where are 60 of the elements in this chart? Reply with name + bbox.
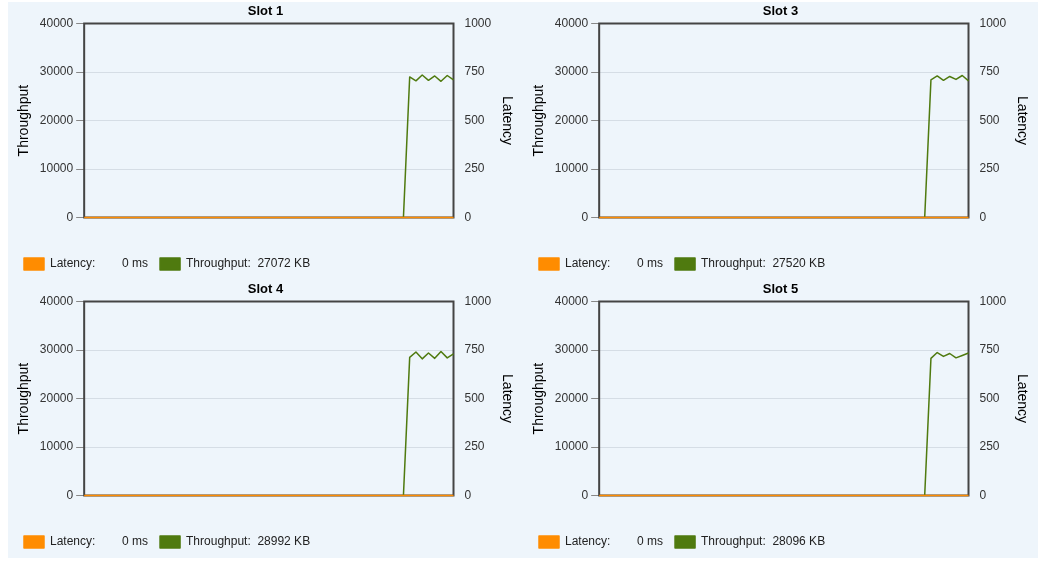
chart-title: Slot 5: [762, 281, 799, 297]
legend-label: Latency: 0 ms: [50, 256, 149, 271]
y2-axis-title: Latency: [1014, 96, 1031, 146]
y2-tick-label: 500: [464, 112, 485, 127]
y-tick-label: 40000: [554, 293, 589, 308]
y-tick-label: 20000: [554, 112, 589, 127]
y-tick-label: 30000: [554, 64, 589, 79]
y-tick-label: 0: [581, 487, 589, 502]
y-tick-label: 40000: [39, 15, 74, 30]
y2-tick-label: 1000: [979, 15, 1007, 30]
legend-label: Throughput: 28992 KB: [186, 534, 311, 549]
chart-title: Slot 4: [247, 281, 284, 297]
y2-tick-label: 0: [464, 209, 472, 224]
y2-tick-label: 750: [464, 342, 485, 357]
y2-tick-label: 250: [464, 439, 485, 454]
y2-tick-label: 0: [464, 487, 472, 502]
legend-label: Latency: 0 ms: [50, 534, 149, 549]
y-tick-label: 0: [66, 209, 74, 224]
y-tick-label: 0: [581, 209, 589, 224]
y2-tick-label: 0: [979, 487, 987, 502]
y-tick-label: 20000: [39, 112, 74, 127]
y2-tick-label: 1000: [464, 15, 492, 30]
legend-label: Throughput: 27520 KB: [701, 256, 826, 271]
y-tick-label: 10000: [39, 161, 74, 176]
y-axis-title: Throughput: [15, 362, 32, 435]
y2-tick-label: 500: [979, 390, 1000, 405]
y2-tick-label: 1000: [979, 293, 1007, 308]
y2-tick-label: 250: [979, 161, 1000, 176]
y2-axis-title: Latency: [1014, 374, 1031, 424]
y-tick-label: 20000: [39, 390, 74, 405]
y2-tick-label: 250: [979, 439, 1000, 454]
y2-tick-label: 1000: [464, 293, 492, 308]
y2-tick-label: 500: [979, 112, 1000, 127]
y2-axis-title: Latency: [499, 374, 516, 424]
y-tick-label: 40000: [39, 293, 74, 308]
y-tick-label: 10000: [39, 439, 74, 454]
legend-label: Latency: 0 ms: [565, 534, 664, 549]
y-tick-label: 20000: [554, 390, 589, 405]
y-tick-label: 0: [66, 487, 74, 502]
y-tick-label: 30000: [39, 64, 74, 79]
chart-title: Slot 1: [247, 3, 284, 19]
y2-tick-label: 0: [979, 209, 987, 224]
legend-label: Latency: 0 ms: [565, 256, 664, 271]
chart-title: Slot 3: [762, 3, 799, 19]
legend-label: Throughput: 28096 KB: [701, 534, 826, 549]
y-tick-label: 30000: [554, 342, 589, 357]
y-axis-title: Throughput: [530, 362, 547, 435]
y2-axis-title: Latency: [499, 96, 516, 146]
y-axis-title: Throughput: [15, 84, 32, 157]
y2-tick-label: 500: [464, 390, 485, 405]
legend-label: Throughput: 27072 KB: [186, 256, 311, 271]
y-tick-label: 10000: [554, 161, 589, 176]
y-tick-label: 30000: [39, 342, 74, 357]
y2-tick-label: 250: [464, 161, 485, 176]
y-tick-label: 40000: [554, 15, 589, 30]
y-axis-title: Throughput: [530, 84, 547, 157]
y2-tick-label: 750: [464, 64, 485, 79]
y2-tick-label: 750: [979, 342, 1000, 357]
y2-tick-label: 750: [979, 64, 1000, 79]
y-tick-label: 10000: [554, 439, 589, 454]
